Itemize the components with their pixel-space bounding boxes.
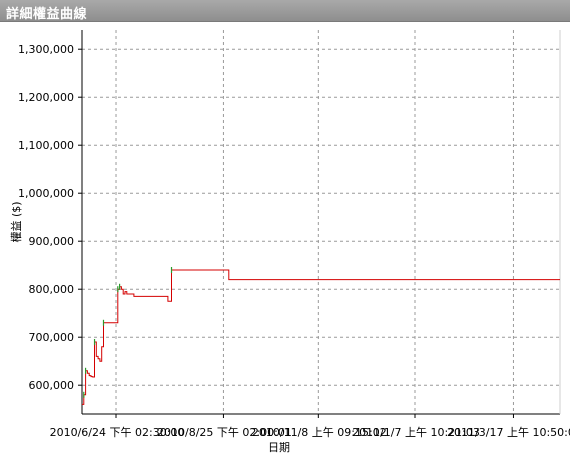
y-tick-label: 1,200,000 <box>18 91 74 104</box>
grid-layer <box>82 30 560 414</box>
chart-title: 詳細權益曲線 <box>6 7 88 22</box>
x-tick-label: 2010/6/24 下午 02:30:00 <box>50 426 185 439</box>
equity-series-line <box>82 269 560 405</box>
x-tick-label: 2010/11/8 上午 09:15:02 <box>252 426 387 439</box>
y-tick-label: 700,000 <box>29 331 75 344</box>
series-layer <box>82 267 560 405</box>
x-axis-label: 日期 <box>268 441 290 454</box>
chart-title-bar: 詳細權益曲線 <box>0 0 570 22</box>
x-tick-label: 2011/3/17 上午 10:50:00 <box>447 426 570 439</box>
y-tick-label: 1,000,000 <box>18 187 74 200</box>
y-tick-label: 800,000 <box>29 283 75 296</box>
y-axis-label: 權益 ($) <box>9 201 23 242</box>
plot-area <box>82 30 560 414</box>
x-tick-label: 2011/1/7 上午 10:21:03 <box>352 426 480 439</box>
y-tick-label: 1,100,000 <box>18 139 74 152</box>
equity-curve-chart: 600,000 700,000 800,000 900,000 1,000,000 1,1… <box>9 30 570 454</box>
x-tick-label: 2010/8/25 下午 02:00:01 <box>157 426 292 439</box>
y-tick-label: 900,000 <box>29 235 75 248</box>
axis-layer: 600,000 700,000 800,000 900,000 1,000,000 1,1… <box>18 30 570 439</box>
y-tick-label: 1,300,000 <box>18 43 74 56</box>
y-tick-label: 600,000 <box>29 379 75 392</box>
